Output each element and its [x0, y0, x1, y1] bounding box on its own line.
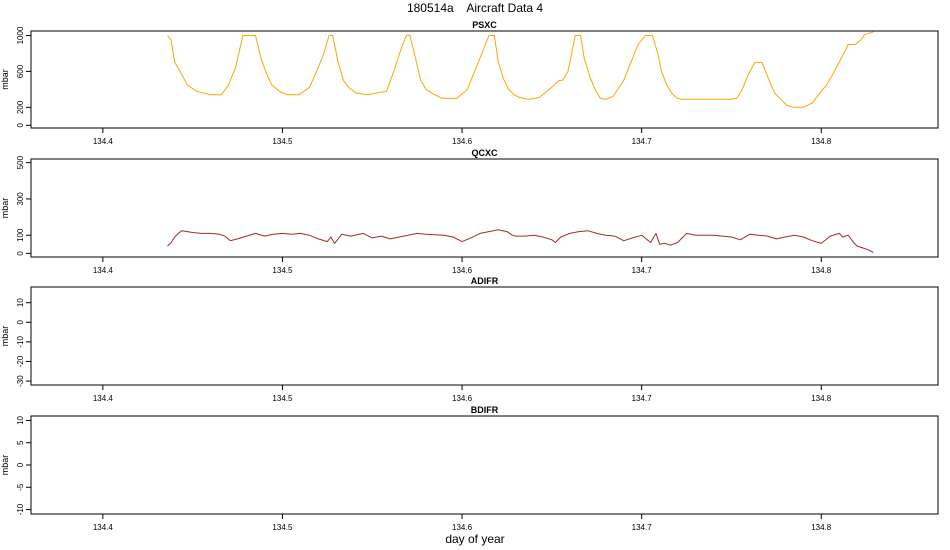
adifr-y-tick-label: 0	[16, 320, 25, 325]
bdifr-y-tick-label: -10	[16, 503, 25, 515]
psxc-y-axis-label: mbar	[0, 69, 10, 90]
qcxc-y-tick-label: 500	[16, 155, 25, 169]
bdifr-y-tick-label: 5	[16, 440, 25, 445]
bdifr-y-axis-label: mbar	[0, 455, 10, 476]
psxc-y-tick-label: 1000	[16, 26, 25, 44]
bdifr-y-tick-label: 10	[16, 415, 25, 424]
bdifr-panel: BDIFR 134.4 134.5 134.6 134.7 134.8 -10 -5 0 5 10 m…	[0, 405, 939, 532]
x-axis-title: day of year	[445, 532, 504, 546]
adifr-x-tick-label: 134.8	[811, 394, 832, 403]
psxc-x-tick-label: 134.5	[272, 137, 293, 146]
bdifr-x-tick-label: 134.4	[93, 523, 114, 532]
adifr-y-tick-label: -20	[16, 355, 25, 367]
qcxc-series-line	[167, 229, 874, 253]
adifr-x-tick-label: 134.5	[272, 394, 293, 403]
bdifr-y-tick-label: -5	[16, 483, 25, 491]
qcxc-y-tick-label: 300	[16, 192, 25, 206]
qcxc-x-tick-label: 134.7	[632, 266, 653, 275]
adifr-x-tick-label: 134.7	[632, 394, 653, 403]
psxc-series-line	[167, 31, 874, 108]
adifr-plot-frame	[30, 286, 939, 386]
bdifr-y-tick-label: 0	[16, 462, 25, 467]
qcxc-x-tick-label: 134.8	[811, 266, 832, 275]
qcxc-x-tick-label: 134.6	[452, 266, 473, 275]
bdifr-x-tick-label: 134.7	[632, 523, 653, 532]
psxc-y-tick-label: 0	[16, 123, 25, 128]
adifr-panel: ADIFR 134.4 134.5 134.6 134.7 134.8 -30 -20 -10 0…	[0, 276, 939, 403]
qcxc-panel: QCXC 134.4 134.5 134.6 134.7 134.8 0 100 300 500 m…	[0, 148, 939, 275]
qcxc-y-tick-label: 0	[16, 251, 25, 256]
adifr-panel-title: ADIFR	[471, 276, 499, 286]
psxc-plot-frame	[30, 30, 939, 129]
qcxc-panel-title: QCXC	[471, 148, 498, 158]
psxc-panel: PSXC 134.4 134.5 134.6 134.7 134.8 0 200 600 1000…	[0, 20, 939, 146]
bdifr-x-tick-label: 134.6	[452, 523, 473, 532]
psxc-panel-title: PSXC	[472, 20, 497, 30]
qcxc-plot-frame	[30, 158, 939, 258]
psxc-y-tick-label: 200	[16, 100, 25, 114]
qcxc-x-tick-label: 134.5	[272, 266, 293, 275]
qcxc-y-axis-label: mbar	[0, 198, 10, 219]
qcxc-x-tick-label: 134.4	[93, 266, 114, 275]
psxc-x-tick-label: 134.8	[811, 137, 832, 146]
figure-title: 180514a Aircraft Data 4	[407, 1, 543, 15]
adifr-x-tick-label: 134.6	[452, 394, 473, 403]
bdifr-panel-title: BDIFR	[471, 405, 499, 415]
psxc-x-tick-label: 134.6	[452, 137, 473, 146]
adifr-y-tick-label: 10	[16, 298, 25, 307]
adifr-y-tick-label: -10	[16, 336, 25, 348]
bdifr-x-tick-label: 134.8	[811, 523, 832, 532]
qcxc-y-tick-label: 100	[16, 228, 25, 242]
adifr-x-tick-label: 134.4	[93, 394, 114, 403]
psxc-x-tick-label: 134.7	[632, 137, 653, 146]
adifr-y-axis-label: mbar	[0, 326, 10, 347]
bdifr-x-tick-label: 134.5	[272, 523, 293, 532]
psxc-x-tick-label: 134.4	[93, 137, 114, 146]
bdifr-plot-frame	[30, 415, 939, 515]
adifr-y-tick-label: -30	[16, 375, 25, 387]
psxc-y-tick-label: 600	[16, 64, 25, 78]
